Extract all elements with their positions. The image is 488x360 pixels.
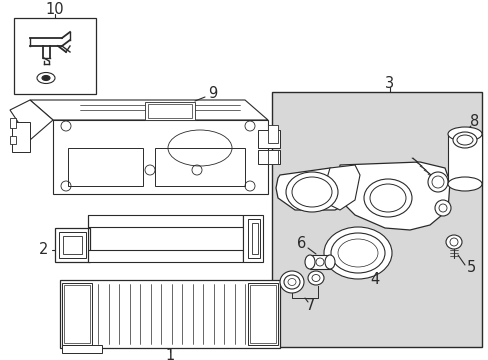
Bar — [447, 134, 481, 184]
Bar — [267, 150, 278, 164]
Text: 6: 6 — [297, 237, 306, 252]
Ellipse shape — [447, 127, 481, 141]
Bar — [10, 136, 16, 144]
Ellipse shape — [37, 72, 55, 84]
Ellipse shape — [305, 255, 314, 269]
Ellipse shape — [324, 227, 391, 279]
Text: 2: 2 — [39, 243, 49, 257]
Text: 8: 8 — [469, 114, 479, 130]
Bar — [148, 104, 192, 118]
Polygon shape — [275, 168, 359, 210]
Ellipse shape — [280, 271, 304, 293]
Text: 1: 1 — [165, 347, 174, 360]
Polygon shape — [10, 100, 53, 140]
Bar — [243, 215, 263, 262]
Polygon shape — [325, 165, 359, 210]
Bar — [249, 285, 275, 343]
Bar — [10, 118, 16, 128]
Bar — [60, 280, 280, 348]
Ellipse shape — [445, 235, 461, 249]
Bar — [55, 228, 90, 262]
Bar — [271, 92, 481, 347]
Bar — [145, 102, 195, 120]
Bar — [88, 250, 243, 262]
Ellipse shape — [447, 177, 481, 191]
Bar — [64, 285, 90, 343]
Polygon shape — [337, 162, 449, 230]
Bar — [247, 283, 278, 345]
Text: 4: 4 — [369, 273, 379, 288]
Ellipse shape — [427, 172, 447, 192]
Ellipse shape — [42, 76, 50, 81]
Bar — [267, 125, 278, 143]
Bar — [68, 148, 142, 186]
Bar — [258, 150, 280, 164]
Ellipse shape — [325, 255, 334, 269]
Bar — [63, 236, 82, 254]
Bar — [62, 283, 92, 345]
Bar — [247, 219, 260, 258]
Bar — [309, 255, 329, 269]
Text: 7: 7 — [305, 297, 314, 312]
Bar — [12, 122, 30, 152]
Text: 3: 3 — [385, 76, 394, 90]
Polygon shape — [30, 100, 267, 120]
Bar — [251, 223, 258, 254]
Bar — [88, 215, 243, 227]
Polygon shape — [53, 120, 267, 194]
Bar — [14, 18, 96, 94]
Bar — [62, 345, 102, 353]
Ellipse shape — [452, 132, 476, 148]
Ellipse shape — [434, 200, 450, 216]
Text: 10: 10 — [45, 3, 64, 18]
Text: 5: 5 — [466, 261, 475, 275]
Ellipse shape — [285, 172, 337, 212]
Ellipse shape — [307, 271, 324, 285]
Ellipse shape — [363, 179, 411, 217]
Bar — [59, 232, 86, 258]
Bar — [258, 130, 280, 148]
Bar — [155, 148, 244, 186]
Text: 9: 9 — [208, 85, 217, 100]
